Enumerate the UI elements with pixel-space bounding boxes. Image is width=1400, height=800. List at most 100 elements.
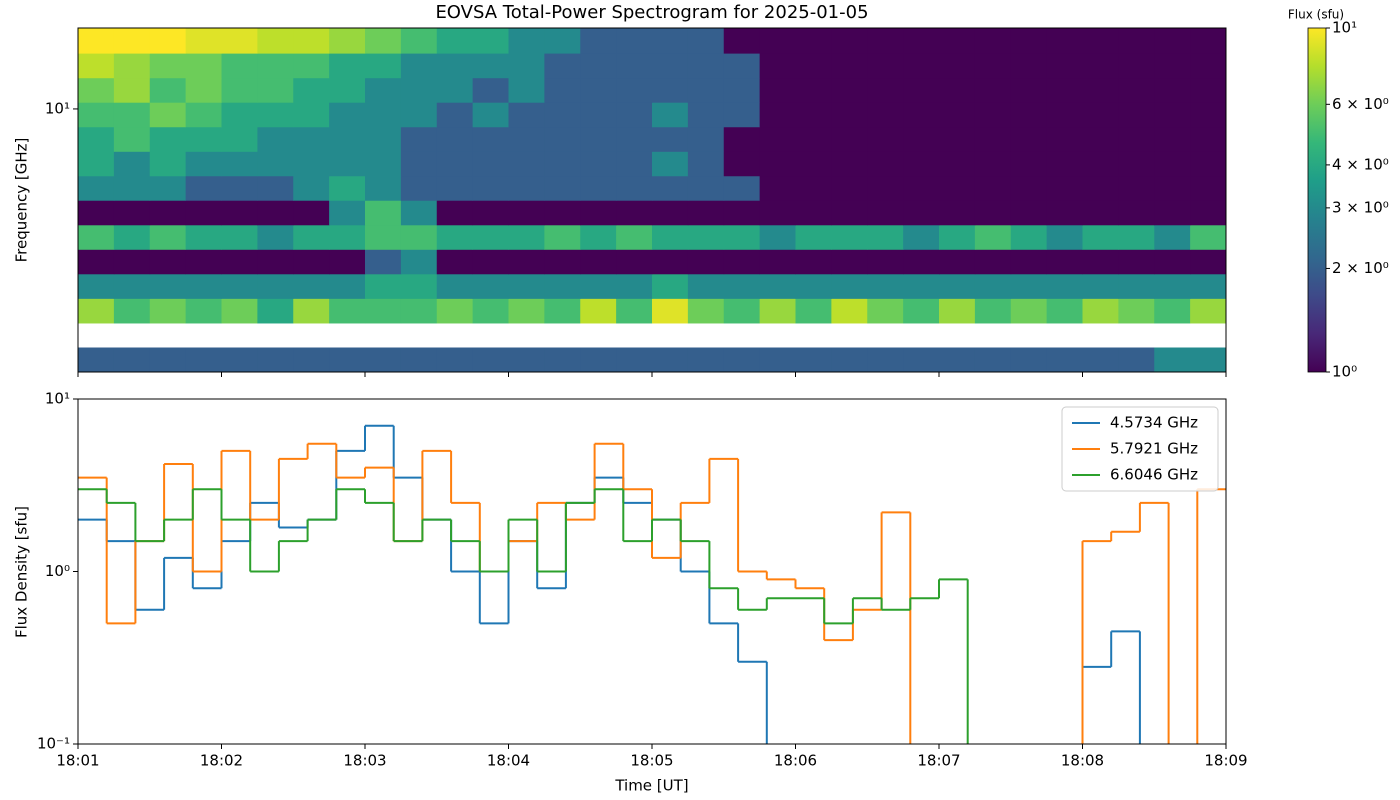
x-tick-label: 18:07 [917,752,960,770]
heatmap-cell [257,77,294,103]
heatmap-cell [903,224,940,250]
heatmap-cell [78,53,115,79]
heatmap-cell [616,347,653,373]
heatmap-cell [723,347,761,373]
heatmap-cell [903,200,940,226]
heatmap-cell [759,273,796,299]
heatmap-cell [508,53,545,79]
heatmap-cell [580,151,617,177]
heatmap-cell [257,224,294,250]
heatmap-cell [867,200,904,226]
heatmap-cell [831,102,868,128]
heatmap-cell [365,200,402,226]
heatmap-cell [293,28,330,54]
heatmap-cell [1046,273,1083,299]
heatmap-cell [867,249,904,275]
colorbar-tick-label: 2 × 10⁰ [1332,259,1389,277]
heatmap-cell [723,224,761,250]
heatmap-cell [113,77,151,103]
heatmap-cell [1010,200,1048,226]
heatmap-cell [687,273,725,299]
heatmap-cell [365,53,402,79]
heatmap-cell [113,200,151,226]
heatmap-cell [329,53,366,79]
heatmap-cell [1190,77,1227,103]
heatmap-cell [831,151,868,177]
heatmap-cell [149,77,187,103]
heatmap-cell [400,224,438,250]
heatmap-cell [365,77,402,103]
heatmap-cell [867,77,904,103]
heatmap-cell [544,347,581,373]
heatmap-cell [221,249,258,275]
heatmap-cell [1082,53,1119,79]
heatmap-cell [149,53,187,79]
heatmap-cell [149,273,187,299]
heatmap-cell [903,102,940,128]
legend-label: 6.6046 GHz [1110,466,1198,484]
heatmap-cell [580,102,617,128]
heatmap-cell [472,53,509,79]
heatmap-cell [257,249,294,275]
heatmap-cell [759,224,796,250]
heatmap-cell [687,77,725,103]
heatmap-cell [795,224,832,250]
heatmap-cell [580,77,617,103]
heatmap-cell [472,347,509,373]
heatmap-cell [78,249,115,275]
heatmap-cell [1082,151,1119,177]
heatmap-cell [652,200,689,226]
heatmap-cell [974,273,1012,299]
heatmap-cell [580,28,617,54]
heatmap-cell [508,298,545,324]
heatmap-cell [436,200,474,226]
heatmap-cell [185,200,222,226]
heatmap-cell [113,53,151,79]
heatmap-cell [544,249,581,275]
heatmap-cell [1118,200,1155,226]
y-tick-label: 10¹ [45,99,70,117]
colorbar-label: Flux (sfu) [1288,8,1344,22]
heatmap-cell [759,249,796,275]
heatmap-cell [508,102,545,128]
heatmap-cell [400,273,438,299]
x-tick-label: 18:05 [630,752,673,770]
heatmap-cell [329,200,366,226]
heatmap-cell [1010,53,1048,79]
heatmap-cell [580,175,617,201]
heatmap-cell [185,53,222,79]
heatmap-cell [974,126,1012,152]
heatmap-cell [436,249,474,275]
heatmap-cell [616,249,653,275]
heatmap-cell [1046,28,1083,54]
heatmap-cell [616,28,653,54]
heatmap-cell [472,102,509,128]
heatmap-cell [1082,224,1119,250]
heatmap-cell [687,151,725,177]
heatmap-cell [1010,28,1048,54]
heatmap-cell [185,249,222,275]
heatmap-cell [293,175,330,201]
heatmap-cell [293,53,330,79]
heatmap-cell [795,151,832,177]
y-tick-label: 10⁰ [45,562,70,580]
heatmap-cell [616,273,653,299]
heatmap-cell [149,28,187,54]
heatmap-cell [759,200,796,226]
heatmap-cell [831,126,868,152]
heatmap-cell [903,77,940,103]
heatmap-cell [723,53,761,79]
legend-label: 4.5734 GHz [1110,414,1198,432]
heatmap-cell [113,273,151,299]
heatmap-cell [1154,249,1191,275]
heatmap-cell [221,28,258,54]
heatmap-cell [400,151,438,177]
heatmap-cell [400,175,438,201]
heatmap-cell [723,102,761,128]
heatmap-cell [257,126,294,152]
heatmap-cell [185,273,222,299]
heatmap-cell [221,151,258,177]
heatmap-cell [939,77,976,103]
heatmap-cell [1046,102,1083,128]
heatmap-cell [831,273,868,299]
